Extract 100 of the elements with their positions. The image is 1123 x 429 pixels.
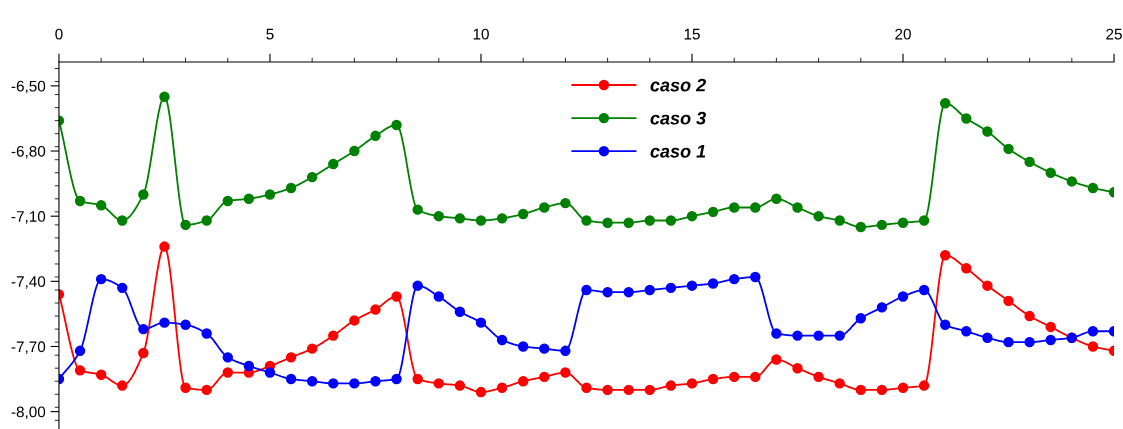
point xyxy=(771,193,782,205)
point xyxy=(813,371,824,383)
point xyxy=(95,369,107,380)
point xyxy=(1066,176,1078,187)
point xyxy=(623,384,634,396)
point xyxy=(581,382,592,393)
point xyxy=(855,313,867,324)
point xyxy=(707,278,719,289)
point xyxy=(306,343,318,354)
x-tick-label: 20 xyxy=(895,28,911,40)
point xyxy=(750,202,761,213)
point xyxy=(750,271,761,283)
point xyxy=(138,347,149,359)
point xyxy=(159,317,170,328)
point xyxy=(897,291,909,302)
point xyxy=(834,215,845,226)
point xyxy=(876,302,888,313)
point xyxy=(686,280,698,291)
point xyxy=(792,362,803,374)
point xyxy=(644,284,655,296)
point xyxy=(95,200,107,211)
point xyxy=(412,373,423,385)
point xyxy=(180,319,191,330)
x-tick-label: 0 xyxy=(55,28,63,40)
point xyxy=(517,341,529,352)
point xyxy=(771,354,782,365)
point xyxy=(539,343,550,354)
point xyxy=(581,215,592,226)
point xyxy=(665,380,677,391)
point xyxy=(159,241,170,252)
point xyxy=(939,250,951,261)
point xyxy=(560,197,571,209)
point xyxy=(475,317,487,328)
point xyxy=(1087,326,1099,337)
point xyxy=(138,189,149,200)
point xyxy=(391,373,402,385)
point xyxy=(222,352,233,363)
point xyxy=(412,204,423,215)
point xyxy=(74,195,86,207)
x-tick-label: 5 xyxy=(266,28,274,40)
point xyxy=(349,378,360,389)
point xyxy=(475,215,487,226)
point xyxy=(117,380,128,391)
point xyxy=(285,373,297,385)
point xyxy=(517,208,529,220)
point xyxy=(496,213,508,224)
point xyxy=(433,291,444,302)
point xyxy=(560,345,571,357)
point xyxy=(222,195,233,207)
point xyxy=(349,145,360,157)
point xyxy=(496,334,508,346)
point xyxy=(74,365,86,376)
point xyxy=(602,286,613,298)
point xyxy=(813,330,824,341)
point xyxy=(1087,341,1099,352)
x-tick-label: 15 xyxy=(684,28,700,40)
point xyxy=(792,202,803,213)
point xyxy=(1024,310,1035,322)
point xyxy=(306,171,318,183)
point xyxy=(201,328,212,339)
point xyxy=(370,376,381,387)
point xyxy=(982,332,993,343)
point xyxy=(602,217,613,228)
point xyxy=(391,119,402,131)
point xyxy=(644,215,655,226)
point xyxy=(454,380,466,391)
point xyxy=(328,158,339,170)
point xyxy=(728,371,740,383)
point xyxy=(982,280,993,291)
y-tick-label: -6,50 xyxy=(11,80,46,94)
point xyxy=(623,217,634,228)
point xyxy=(222,367,233,378)
point xyxy=(961,326,972,337)
point xyxy=(813,210,824,222)
point xyxy=(581,284,592,296)
point xyxy=(180,219,191,231)
point xyxy=(539,202,550,213)
point xyxy=(855,384,867,396)
point xyxy=(834,330,845,341)
point xyxy=(454,306,466,317)
point xyxy=(602,384,613,396)
point xyxy=(391,291,402,302)
point xyxy=(159,91,170,102)
point xyxy=(349,315,360,326)
point xyxy=(918,284,930,296)
point xyxy=(707,373,719,385)
point xyxy=(306,376,318,387)
point xyxy=(728,202,740,213)
point xyxy=(771,328,782,339)
point xyxy=(1003,295,1014,307)
point xyxy=(665,282,677,294)
point xyxy=(328,330,339,341)
point xyxy=(496,382,508,393)
point xyxy=(180,382,191,393)
point xyxy=(707,206,719,218)
point xyxy=(243,193,255,205)
point xyxy=(855,221,867,233)
point xyxy=(961,263,972,274)
point xyxy=(834,378,845,389)
point xyxy=(454,213,466,224)
